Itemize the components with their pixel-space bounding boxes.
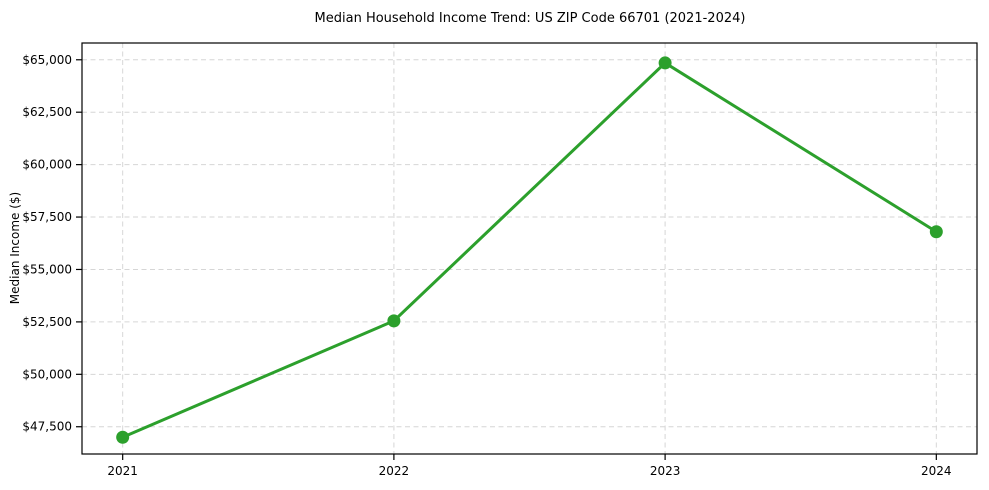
y-tick-label: $47,500 [22,420,72,434]
y-tick-label: $50,000 [22,367,72,381]
plot-border [81,42,978,455]
x-tick-label: 2022 [379,464,410,478]
y-tick-label: $60,000 [22,158,72,172]
x-tick-label: 2023 [650,464,681,478]
y-tick-label: $57,500 [22,210,72,224]
trend-line-series [116,56,943,444]
data-point [929,225,943,239]
trend-line [121,61,938,439]
y-tick-label: $52,500 [22,315,72,329]
chart-title: Median Household Income Trend: US ZIP Co… [315,11,746,26]
data-point [116,430,130,444]
y-axis-label: Median Income ($) [8,192,22,304]
x-tick-label: 2021 [107,464,138,478]
y-tick-label: $65,000 [22,53,72,67]
tick-label-layer: $47,500 $50,000 $52,500 $55,000 $57,500 $60,0… [22,53,951,478]
x-tick-label: 2024 [921,464,952,478]
data-point [387,314,401,328]
data-point [658,56,672,70]
y-tick-label: $55,000 [22,262,72,276]
y-tick-label: $62,500 [22,105,72,119]
axis-layer [76,59,937,460]
grid-layer [82,43,977,454]
